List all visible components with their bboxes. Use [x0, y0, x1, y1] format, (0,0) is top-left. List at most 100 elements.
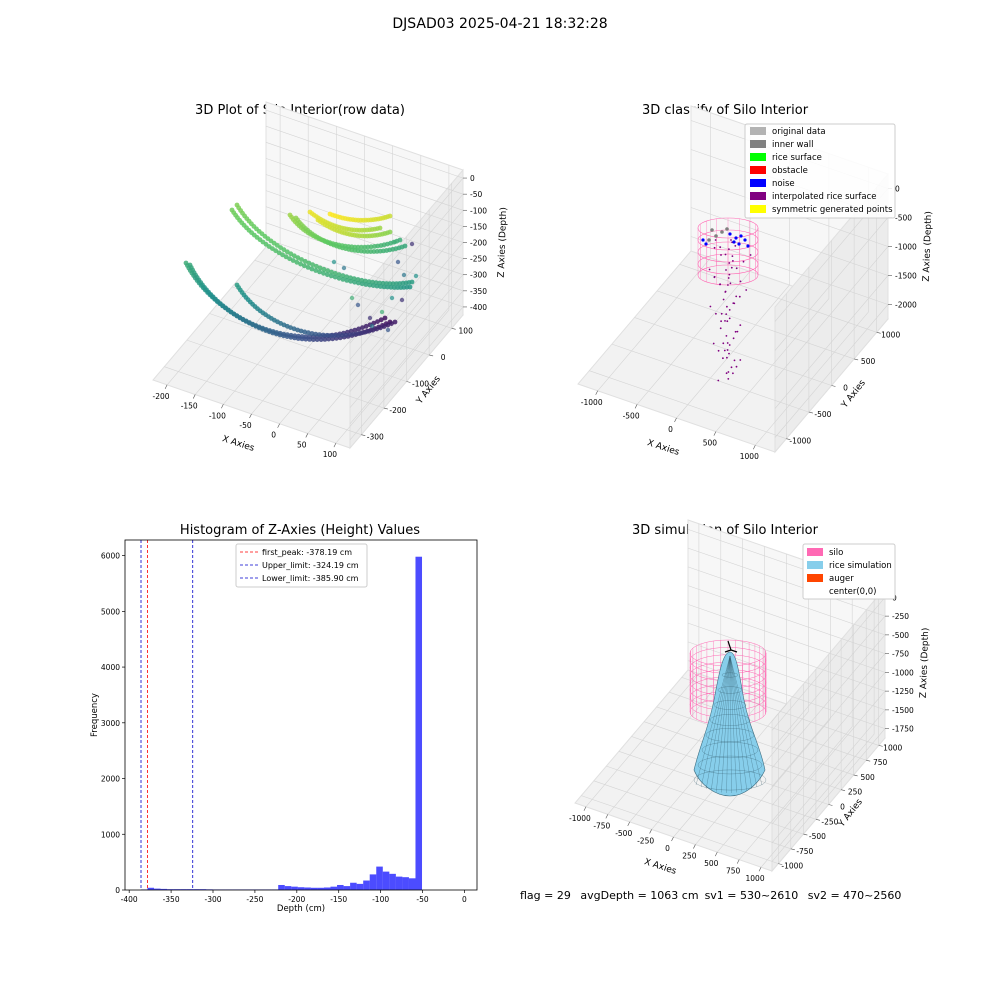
raw-data-point [391, 285, 397, 290]
raw-3d-panel: -200 -150 -100 -50 0 50 100 100 0 -100 -200 -300 0 -5… [152, 101, 509, 459]
raw-y-tick-label: 100 [459, 326, 474, 335]
raw-data-point [369, 323, 375, 329]
raw-data-point [363, 323, 369, 329]
sim-grid-x [673, 554, 787, 838]
classify-x-tick [753, 445, 756, 450]
histogram-x-tick-label: -350 [163, 895, 180, 904]
sv2-value: sv2 = 470~2560 [807, 889, 902, 902]
raw-data-point [295, 255, 301, 261]
raw-y-tick-label: -200 [389, 406, 406, 415]
histogram-y-tick-label: 6000 [101, 552, 120, 561]
inner-wall-point [714, 234, 718, 238]
rice-mesh-line [729, 655, 763, 786]
raw-data-point [381, 284, 387, 290]
raw-data-point [367, 282, 373, 288]
interpolated-point [728, 248, 730, 251]
raw-data-point [344, 278, 350, 283]
histogram-bar [278, 884, 285, 890]
histogram-bar [317, 887, 324, 890]
raw-x-tick [277, 423, 280, 428]
interpolated-point [720, 312, 723, 315]
sim-y-tick [803, 833, 808, 836]
classify-3d-panel: -1000 -500 0 500 1000 1000 500 0 -500 -1000 0 -500 -… [577, 105, 934, 461]
histogram-bar [382, 871, 390, 890]
interpolated-point [719, 246, 722, 249]
sim-x-tick-label: -250 [637, 836, 654, 845]
raw-data-point [395, 259, 401, 265]
classify-y-tick-label: 500 [861, 357, 876, 366]
raw-data-point [321, 266, 327, 272]
raw-data-point [328, 333, 334, 338]
raw-data-point [318, 337, 324, 342]
raw-y-tick [383, 407, 388, 410]
interpolated-point [731, 255, 734, 257]
sim-grid-x [717, 569, 831, 853]
sim-y-tick-label: 0 [840, 803, 845, 812]
raw-grid-x [279, 145, 393, 424]
histogram-x-tick-label: 0 [462, 895, 467, 904]
raw-y-tick [451, 328, 456, 330]
histogram-bar [167, 889, 174, 890]
classify-z-tick-label: -1000 [895, 243, 917, 252]
rice-mesh-line [729, 655, 747, 791]
raw-data-point [385, 284, 390, 290]
raw-data-point [367, 315, 373, 321]
raw-x-tick [333, 443, 337, 448]
raw-data-point [311, 337, 316, 342]
histogram-panel: -400 -350 -300 -250 -200 -150 -100 -50 0 0 1000 200… [90, 539, 478, 914]
sim-x-tick-label: -1000 [569, 814, 591, 823]
histogram-frame [124, 539, 478, 891]
interpolated-point [713, 275, 716, 278]
histogram-legend-label: first_peak: -378.19 cm [262, 548, 352, 557]
raw-data-point [284, 334, 290, 339]
sim-y-tick [815, 818, 821, 821]
raw-data-point [385, 322, 391, 328]
sim-x-tick [605, 814, 609, 819]
classify-y-tick-label: 1000 [881, 330, 900, 339]
raw-data-point [402, 243, 408, 249]
raw-data-point [355, 244, 361, 250]
silo-ring [697, 253, 759, 275]
sim-y-tick [790, 848, 795, 851]
raw-data-point [356, 280, 361, 286]
raw-grid-x [335, 165, 450, 444]
noise-point [739, 234, 743, 238]
interpolated-point [728, 352, 730, 355]
raw-data-point [317, 332, 322, 337]
raw-data-point [339, 332, 345, 338]
interpolated-point [727, 277, 730, 279]
rice-mesh-line [729, 655, 742, 792]
sim-grid-x [651, 546, 765, 830]
raw-y-tick [406, 381, 411, 383]
raw-data-point [303, 336, 309, 342]
sim-y-tick [878, 745, 883, 747]
sim-y-tick-label: 1000 [883, 743, 902, 752]
raw-data-point [359, 281, 365, 287]
noise-point [732, 240, 736, 244]
raw-x-tick [164, 384, 168, 389]
interpolated-point [717, 379, 720, 382]
raw-data-point [331, 259, 337, 265]
raw-data-point [290, 258, 296, 263]
simulation-legend-label: auger [829, 574, 854, 584]
raw-data-point [309, 331, 315, 336]
raw-data-point [355, 331, 361, 336]
raw-z-tick-label: -400 [470, 303, 487, 312]
classify-y-tick-label: -500 [814, 410, 831, 419]
raw-data-point [387, 229, 393, 235]
histogram-bar [147, 887, 154, 890]
raw-x-tick-label: -100 [209, 411, 226, 420]
classify-legend-swatch [750, 179, 766, 187]
raw-data-point [336, 275, 342, 281]
interpolated-point [725, 269, 727, 271]
sim-x-tick [627, 821, 630, 827]
raw-z-tick-label: -150 [470, 222, 487, 231]
auger-marker [724, 649, 732, 653]
sim-z-axis-label: Z Axies (Depth) [919, 628, 931, 699]
interpolated-point [720, 320, 722, 323]
silo-ring [697, 217, 759, 239]
interpolated-point [728, 262, 731, 264]
interpolated-point [739, 359, 742, 361]
classify-y-tick [808, 411, 813, 414]
interpolated-point [730, 266, 733, 269]
